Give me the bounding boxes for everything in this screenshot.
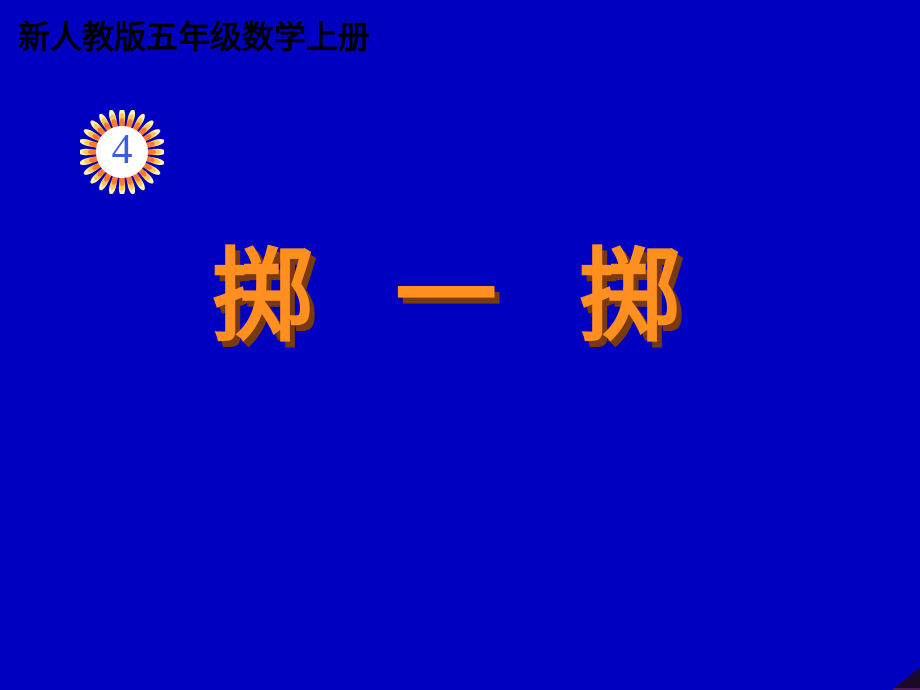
page-corner-fold <box>892 668 920 690</box>
chapter-number: 4 <box>112 126 133 174</box>
header-text: 新人教版五年级数学上册 <box>18 12 370 58</box>
chapter-badge: 4 <box>80 110 164 194</box>
title-text: 掷 一 掷 <box>212 215 709 362</box>
